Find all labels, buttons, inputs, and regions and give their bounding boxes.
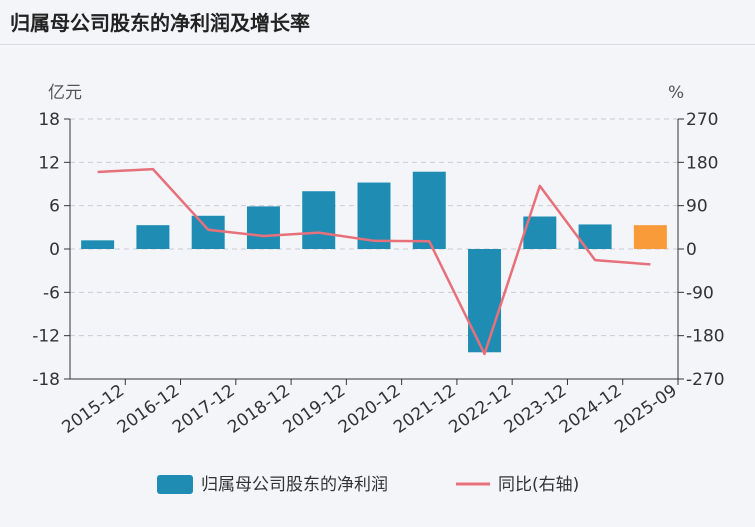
left-tick-label: -18 xyxy=(32,370,60,390)
bar xyxy=(81,240,115,249)
bar xyxy=(302,191,336,249)
x-tick-label: 2017-12 xyxy=(169,381,239,438)
legend-bar-swatch xyxy=(157,475,193,494)
bar xyxy=(468,249,502,353)
left-tick-label: 0 xyxy=(49,240,60,260)
right-axis-unit: % xyxy=(668,83,684,103)
growth-line xyxy=(97,167,651,356)
x-tick-label: 2020-12 xyxy=(335,381,405,438)
bar xyxy=(246,206,280,249)
legend-line-label: 同比(右轴) xyxy=(498,475,579,495)
x-tick-label: 2019-12 xyxy=(280,381,350,438)
left-tick-label: -6 xyxy=(43,283,60,303)
chart-title: 归属母公司股东的净利润及增长率 xyxy=(10,11,310,35)
right-tick-label: 90 xyxy=(686,197,708,217)
x-tick-label: 2021-12 xyxy=(390,381,460,438)
x-tick-label: 2022-12 xyxy=(445,381,515,438)
chart-header: 归属母公司股东的净利润及增长率 xyxy=(0,0,755,45)
bar xyxy=(191,215,225,249)
right-tick-label: 180 xyxy=(686,153,718,173)
axes: 18 12 6 0 -6 -12 -18 270 180 90 0 -90 -180 -270 xyxy=(32,110,724,390)
right-tick-label: -270 xyxy=(686,370,725,390)
x-tick-label: 2015-12 xyxy=(58,381,128,438)
grid-lines xyxy=(70,118,678,337)
x-tick-label: 2024-12 xyxy=(556,381,626,438)
left-tick-label: 12 xyxy=(38,153,60,173)
x-tick-label: 2025-09 xyxy=(611,381,681,438)
bar xyxy=(136,225,170,249)
left-tick-label: 18 xyxy=(38,110,60,130)
bar xyxy=(412,171,446,249)
chart-canvas: 18 12 6 0 -6 -12 -18 270 180 90 0 -90 -180 -270 2015-… xyxy=(32,83,724,495)
bar xyxy=(633,225,667,249)
left-tick-label: 6 xyxy=(49,197,60,217)
legend: 归属母公司股东的净利润 同比(右轴) xyxy=(157,475,579,495)
right-tick-label: 0 xyxy=(686,240,697,260)
x-tick-label: 2023-12 xyxy=(501,381,571,438)
left-axis-unit: 亿元 xyxy=(48,83,82,103)
line-series xyxy=(97,167,651,356)
x-tick-label: 2016-12 xyxy=(114,381,184,438)
right-tick-label: -180 xyxy=(686,327,725,347)
right-tick-label: -90 xyxy=(686,283,714,303)
left-tick-label: -12 xyxy=(32,327,60,347)
x-tick-label: 2018-12 xyxy=(224,381,294,438)
bar-series xyxy=(81,171,667,353)
legend-bar-label: 归属母公司股东的净利润 xyxy=(201,475,388,495)
right-tick-label: 270 xyxy=(686,110,718,130)
x-axis-labels: 2015-122016-122017-122018-122019-122020-… xyxy=(58,381,680,438)
